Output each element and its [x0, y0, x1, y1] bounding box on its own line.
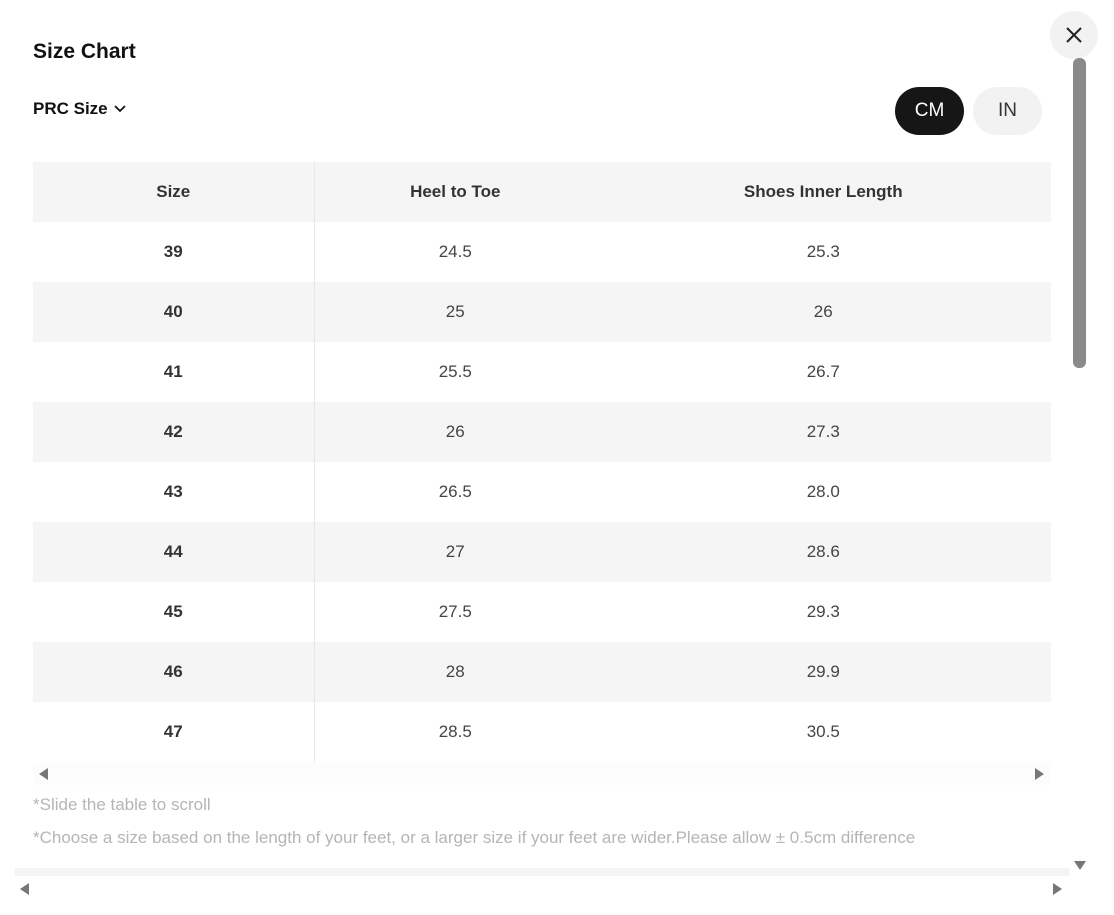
cell-heel-to-toe: 26.5	[438, 482, 472, 501]
cell-heel-to-toe: 28.5	[438, 722, 472, 741]
scroll-left-arrow-icon[interactable]	[39, 768, 48, 780]
close-icon	[1066, 27, 1082, 43]
size-table: Size Heel to Toe Shoes Inner Length 39 24…	[33, 162, 1051, 762]
table-horizontal-scrollbar[interactable]	[33, 763, 1051, 785]
cell-inner-length: 29.3	[806, 602, 840, 621]
size-table-container: Size Heel to Toe Shoes Inner Length 39 24…	[33, 162, 1051, 762]
cell-inner-length: 27.3	[596, 402, 1051, 462]
cell-heel-to-toe: 27.5	[438, 602, 472, 621]
scroll-hint: *Slide the table to scroll	[33, 795, 211, 814]
cell-inner-length: 26	[596, 282, 1051, 342]
table-row: 43 26.5 28.0	[33, 462, 1051, 522]
cell-size: 42	[33, 402, 315, 462]
size-system-label: PRC Size	[33, 99, 108, 118]
cell-heel-to-toe: 26	[314, 402, 596, 462]
cell-inner-length: 30.5	[806, 722, 840, 741]
cell-size: 41	[33, 342, 315, 402]
page-scroll-right-arrow-icon[interactable]	[1053, 883, 1062, 895]
cell-heel-to-toe: 25.5	[438, 362, 472, 381]
table-row: 40 25 26	[33, 282, 1051, 342]
header-inner-length: Shoes Inner Length	[596, 162, 1051, 222]
table-row: 44 27 28.6	[33, 522, 1051, 582]
cell-size: 44	[33, 522, 315, 582]
cell-inner-length: 28.0	[806, 482, 840, 501]
scroll-down-arrow-icon[interactable]	[1074, 861, 1086, 870]
cell-size: 43	[33, 462, 315, 522]
table-row: 45 27.5 29.3	[33, 582, 1051, 642]
table-row: 46 28 29.9	[33, 642, 1051, 702]
cell-inner-length: 25.3	[806, 242, 840, 261]
cell-size: 40	[33, 282, 315, 342]
cell-heel-to-toe: 25	[314, 282, 596, 342]
cell-heel-to-toe: 27	[314, 522, 596, 582]
unit-cm-button[interactable]: CM	[895, 87, 964, 135]
header-heel-to-toe: Heel to Toe	[314, 162, 596, 222]
cell-size: 46	[33, 642, 315, 702]
cell-inner-length: 28.6	[596, 522, 1051, 582]
cell-size: 47	[33, 702, 315, 762]
unit-toggle: CM IN	[895, 87, 1042, 135]
page-title: Size Chart	[33, 40, 136, 63]
close-button[interactable]	[1050, 11, 1098, 59]
page-horizontal-scrollbar[interactable]	[15, 868, 1069, 876]
header-size: Size	[33, 162, 315, 222]
size-advice: *Choose a size based on the length of yo…	[33, 828, 916, 847]
cell-inner-length: 26.7	[806, 362, 840, 381]
size-system-dropdown[interactable]: PRC Size	[33, 99, 127, 119]
table-row: 39 24.5 25.3	[33, 222, 1051, 282]
cell-size: 39	[33, 222, 315, 282]
scroll-right-arrow-icon[interactable]	[1035, 768, 1044, 780]
table-row: 42 26 27.3	[33, 402, 1051, 462]
table-header-row: Size Heel to Toe Shoes Inner Length	[33, 162, 1051, 222]
cell-inner-length: 29.9	[596, 642, 1051, 702]
vertical-scrollbar-thumb[interactable]	[1073, 58, 1086, 368]
cell-size: 45	[33, 582, 315, 642]
unit-in-button[interactable]: IN	[973, 87, 1042, 135]
cell-heel-to-toe: 28	[314, 642, 596, 702]
cell-heel-to-toe: 24.5	[438, 242, 472, 261]
page-scroll-left-arrow-icon[interactable]	[20, 883, 29, 895]
chevron-down-icon	[114, 105, 126, 113]
table-row: 47 28.5 30.5	[33, 702, 1051, 762]
table-row: 41 25.5 26.7	[33, 342, 1051, 402]
